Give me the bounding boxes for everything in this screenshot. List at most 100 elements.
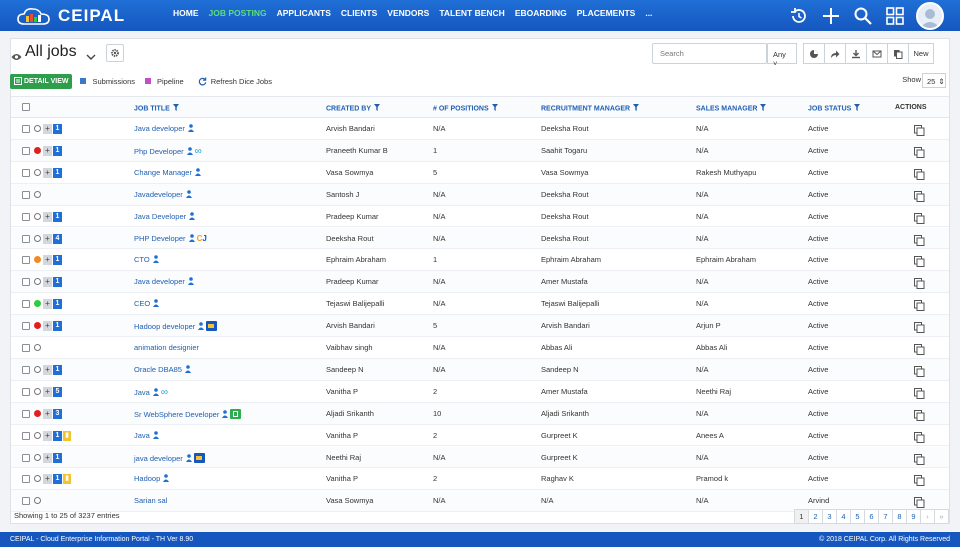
col-recruitment-manager[interactable]: RECRUITMENT MANAGER (541, 104, 640, 113)
table-row[interactable]: +1 Hadoop developer Arvish Bandari 5 Arvish … (11, 315, 949, 337)
expand-plus-icon[interactable]: + (43, 124, 52, 134)
page-4-button[interactable]: 4 (836, 509, 851, 524)
copy-icon[interactable] (914, 342, 925, 360)
expand-plus-icon[interactable]: + (43, 211, 52, 222)
row-checkbox[interactable] (22, 146, 30, 155)
settings-button[interactable] (106, 44, 124, 62)
page-5-button[interactable]: 5 (850, 509, 865, 524)
expand-plus-icon[interactable]: + (43, 233, 52, 244)
table-row[interactable]: +1 Change Manager Vasa Sowmya 5 Vasa Sowmya R… (11, 161, 949, 184)
copy-icon[interactable] (914, 276, 925, 294)
detail-view-button[interactable]: DETAIL VIEW (10, 73, 73, 89)
copy-icon[interactable] (914, 495, 925, 513)
expand-plus-icon[interactable]: + (43, 430, 52, 441)
col-positions[interactable]: # OF POSITIONS (433, 104, 498, 113)
table-row[interactable]: +4 PHP Developer CJ Deeksha Rout N/A Deeksha … (11, 227, 949, 251)
copy-icon[interactable] (914, 233, 925, 251)
expand-plus-icon[interactable]: + (43, 255, 52, 266)
row-checkbox[interactable] (22, 475, 30, 484)
submission-count-badge[interactable]: 1 (53, 452, 62, 463)
mail-button[interactable] (866, 43, 888, 64)
nav-item-talent-bench[interactable]: TALENT BENCH (439, 8, 505, 18)
row-checkbox[interactable] (22, 322, 30, 331)
page-6-button[interactable]: 6 (864, 509, 879, 524)
grid-icon[interactable] (884, 5, 906, 27)
job-title-link[interactable]: Java Developer (134, 212, 196, 222)
search-icon[interactable] (852, 5, 874, 27)
chevron-down-icon[interactable] (86, 48, 96, 66)
copy-icon[interactable] (914, 254, 925, 272)
history-icon[interactable] (788, 5, 810, 27)
table-row[interactable]: +1 Java developer Pradeep Kumar N/A Amer Mus… (11, 271, 949, 294)
submission-count-badge[interactable]: 5 (53, 386, 62, 397)
copy-icon[interactable] (914, 298, 925, 316)
copy-icon[interactable] (914, 430, 925, 448)
expand-plus-icon[interactable]: + (43, 364, 52, 375)
submission-count-badge[interactable]: 1 (53, 211, 62, 222)
job-title-link[interactable]: CTO (134, 255, 159, 265)
row-checkbox[interactable] (22, 453, 30, 462)
copy-icon[interactable] (914, 123, 925, 141)
next-page-icon[interactable]: › (920, 509, 935, 524)
job-title-link[interactable]: PHP Developer CJ (134, 234, 207, 244)
table-row[interactable]: animation designier Vaibhav singh N/A Abbas… (11, 337, 949, 359)
submission-count-badge[interactable]: 1 (53, 474, 62, 485)
submission-count-badge[interactable]: 1 (53, 124, 62, 134)
copy-icon[interactable] (914, 473, 925, 491)
filter-icon[interactable] (373, 104, 380, 113)
download-button[interactable] (845, 43, 867, 64)
row-checkbox[interactable] (22, 190, 30, 199)
share-button[interactable] (824, 43, 846, 64)
expand-plus-icon[interactable]: + (43, 386, 52, 397)
job-title-link[interactable]: Hadoop (134, 474, 170, 484)
row-checkbox[interactable] (22, 256, 30, 265)
job-title-link[interactable]: Sarian sal (134, 496, 167, 505)
search-input[interactable] (652, 43, 767, 64)
select-all-checkbox[interactable] (22, 103, 30, 111)
expand-plus-icon[interactable]: + (43, 277, 52, 288)
table-row[interactable]: +1 Java Developer Pradeep Kumar N/A Deeksha … (11, 205, 949, 228)
table-row[interactable]: +1 ▮ Java Vanitha P 2 Gurpreet K Anees A Active (11, 424, 949, 448)
nav-item-applicants[interactable]: APPLICANTS (276, 8, 331, 18)
page-1-button[interactable]: 1 (794, 509, 809, 524)
nav-item-vendors[interactable]: VENDORS (387, 8, 430, 18)
last-page-icon[interactable]: » (934, 509, 949, 524)
table-row[interactable]: +1 Java developer Arvish Bandari N/A Deeksha… (11, 118, 949, 140)
copy-button[interactable] (887, 43, 909, 64)
row-checkbox[interactable] (22, 234, 30, 243)
copy-icon[interactable] (914, 189, 925, 207)
table-row[interactable]: +1 CTO Ephraim Abraham 1 Ephraim Abraham Ephr… (11, 249, 949, 272)
submission-count-badge[interactable]: 1 (53, 145, 62, 156)
job-title-link[interactable]: CEO (134, 299, 160, 309)
expand-plus-icon[interactable]: + (43, 474, 52, 485)
table-row[interactable]: Javadeveloper Santosh J N/A Deeksha Rout N/A… (11, 183, 949, 207)
nav-item-home[interactable]: HOME (173, 8, 199, 18)
page-8-button[interactable]: 8 (892, 509, 907, 524)
row-checkbox[interactable] (22, 168, 30, 177)
job-title-link[interactable]: Java (134, 431, 159, 441)
nav-item-clients[interactable]: CLIENTS (340, 8, 378, 18)
nav-item-eboarding[interactable]: EBOARDING (514, 8, 567, 18)
row-checkbox[interactable] (22, 365, 30, 374)
submission-count-badge[interactable]: 1 (53, 430, 62, 441)
copy-icon[interactable] (914, 386, 925, 404)
filter-icon[interactable] (760, 104, 767, 113)
copy-icon[interactable] (914, 452, 925, 470)
page-7-button[interactable]: 7 (878, 509, 893, 524)
copy-icon[interactable] (914, 145, 925, 163)
row-checkbox[interactable] (22, 212, 30, 221)
page-3-button[interactable]: 3 (822, 509, 837, 524)
table-row[interactable]: Sarian sal Vasa Sowmya N/A N/A N/A Arvind (11, 490, 949, 513)
job-title-link[interactable]: Javadeveloper (134, 190, 192, 200)
filter-icon[interactable] (491, 104, 498, 113)
show-entries-select[interactable]: 25 ⇕ (922, 73, 946, 88)
col-job-status[interactable]: JOB STATUS (808, 104, 861, 113)
expand-plus-icon[interactable]: + (43, 408, 52, 419)
table-row[interactable]: +3 Sr WebSphere Developer Aljadi Srikanth 1… (11, 402, 949, 425)
table-row[interactable]: +1 ▮ Hadoop Vanitha P 2 Raghav K Pramod k Activ… (11, 468, 949, 491)
row-checkbox[interactable] (22, 278, 30, 287)
page-2-button[interactable]: 2 (808, 509, 823, 524)
submission-count-badge[interactable]: 1 (53, 167, 62, 178)
job-title-link[interactable]: Oracle DBA85 (134, 365, 191, 375)
filter-icon[interactable] (854, 104, 861, 113)
